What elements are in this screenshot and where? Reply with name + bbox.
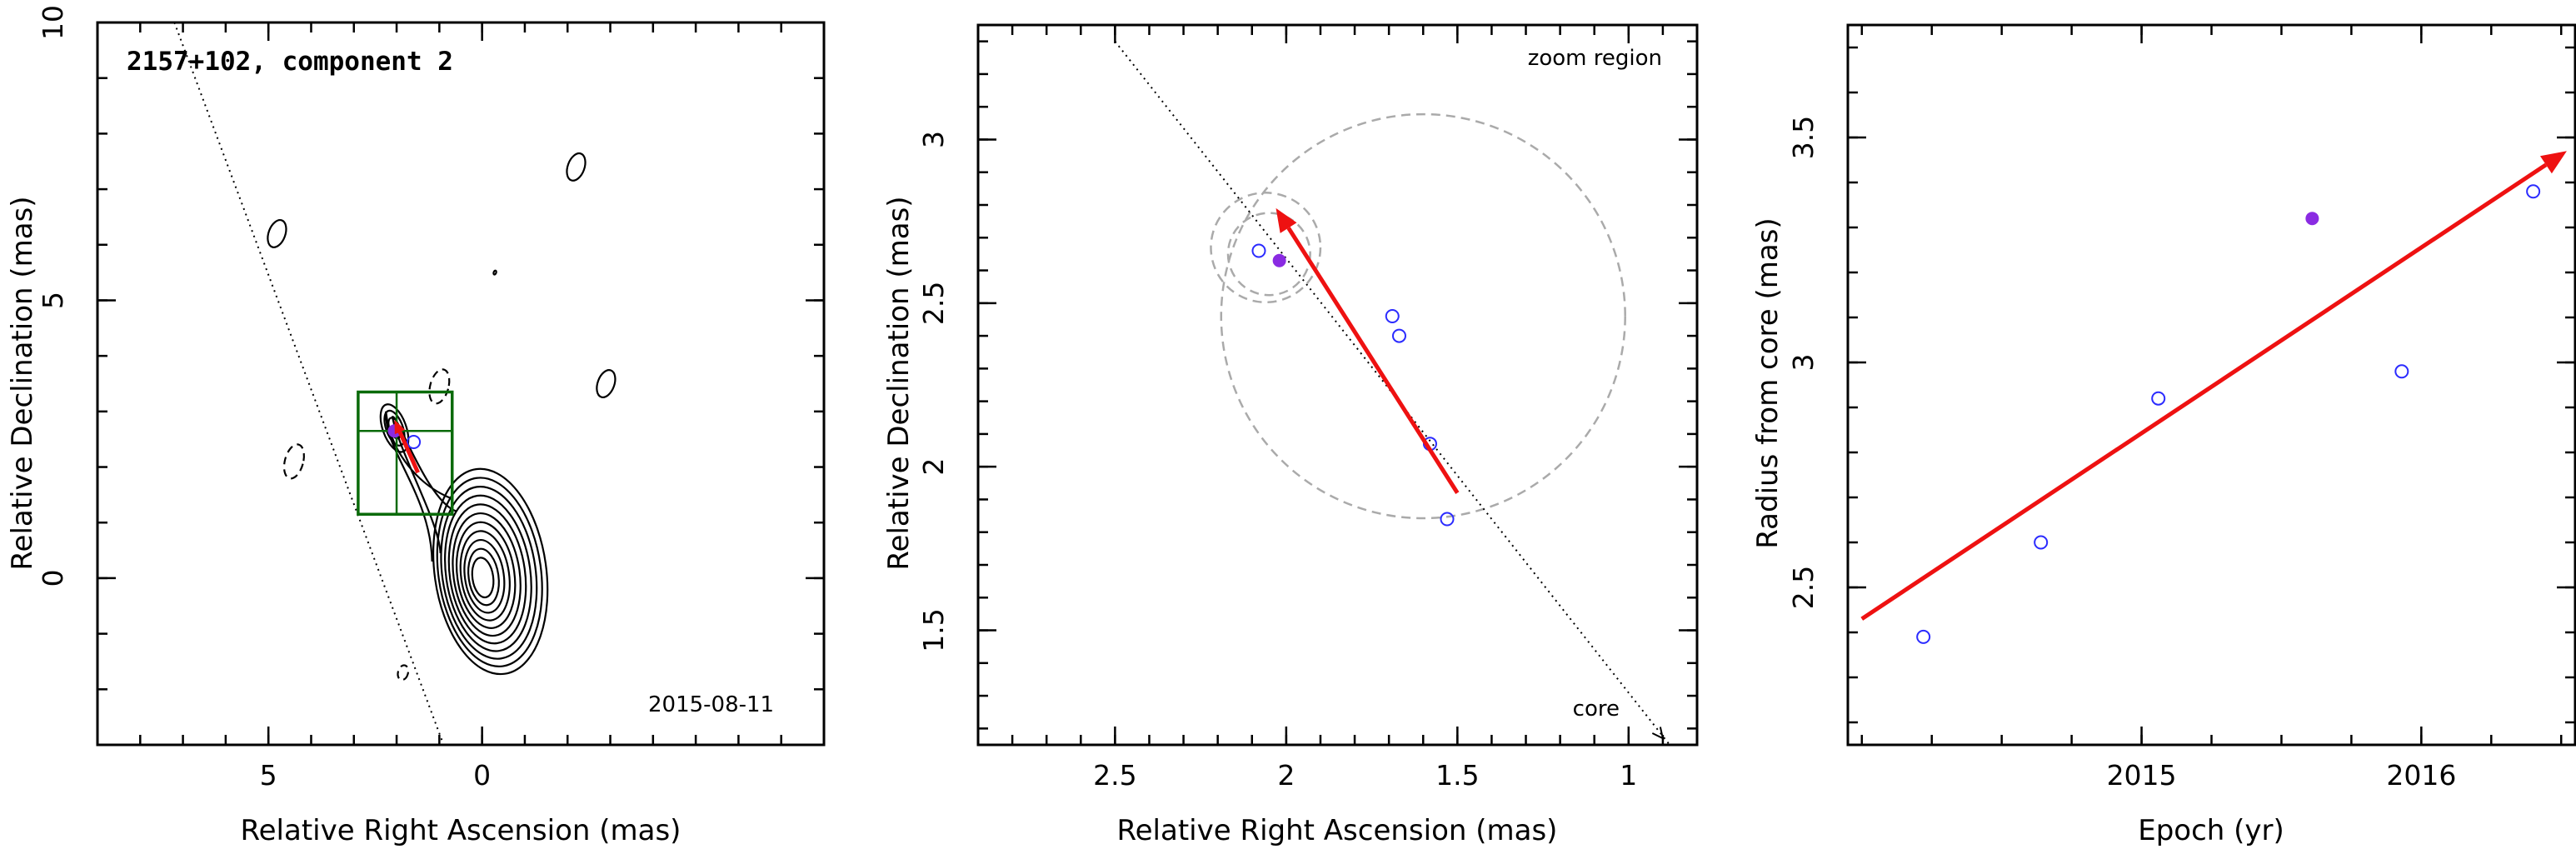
fit-arrow-shaft — [1860, 162, 2548, 621]
jet-direction-line — [173, 22, 445, 745]
core-label: core — [1573, 697, 1620, 722]
negative-contour — [428, 368, 451, 405]
ticks-2: 2.5 2 1.5 1 1.5 2 2.5 3 — [917, 25, 1699, 792]
contour-level-7 — [456, 521, 517, 629]
zoom-region-label: zoom region — [1528, 46, 1662, 71]
epoch-point — [2394, 364, 2409, 379]
y-tick-label: 5 — [37, 292, 69, 309]
component-contour-1 — [379, 403, 410, 453]
component-point — [407, 435, 422, 450]
radius-points — [1916, 184, 2541, 644]
epoch-point — [2151, 391, 2166, 406]
epoch-point — [2526, 184, 2541, 199]
component-point — [1251, 243, 1266, 258]
contour-level-6 — [452, 512, 522, 637]
fit-arrow-head — [2539, 151, 2567, 174]
contour-level-2 — [436, 477, 543, 667]
x-tick-label: 2.5 — [1093, 759, 1136, 792]
contour-level-3 — [440, 485, 538, 660]
contour-level-11 — [471, 557, 495, 599]
panel-radius-vs-epoch: 2015 2016 2.5 3 3.5 Epoch (yr) Radius from c… — [1751, 23, 2576, 847]
plot-area-3 — [1860, 151, 2567, 644]
contour-level-9 — [463, 538, 506, 614]
contour-level-1 — [432, 467, 549, 676]
component-point — [1440, 512, 1455, 527]
motion-arrow — [394, 419, 420, 474]
component-box — [357, 390, 454, 516]
ticks-3: 2015 2016 2.5 3 3.5 — [1787, 25, 2575, 792]
negative-contour — [397, 664, 410, 682]
y-tick-label: 10 — [37, 5, 69, 40]
weak-contour — [566, 152, 587, 182]
weak-contour — [492, 269, 497, 276]
component-point — [1272, 253, 1286, 267]
epoch-point — [1916, 629, 1931, 644]
fit-arrow — [1860, 151, 2567, 621]
epoch-point — [2305, 212, 2319, 226]
x-tick-label: 5 — [260, 759, 277, 792]
error-circle — [1210, 192, 1322, 304]
error-circle — [1226, 212, 1311, 297]
motion-arrow-shaft — [1286, 227, 1460, 494]
contour-level-8 — [459, 530, 511, 622]
panel-1-y-axis-label: Relative Declination (mas) — [6, 196, 39, 570]
panel-1-x-axis-label: Relative Right Ascension (mas) — [241, 814, 681, 847]
contour-map — [267, 152, 617, 682]
motion-arrow — [1276, 207, 1460, 494]
component-point — [1385, 309, 1400, 324]
frame-2 — [976, 23, 1699, 747]
component-point — [1391, 328, 1406, 343]
panel-zoom-region: 2.5 2 1.5 1 1.5 2 2.5 3 zoom region core Relati… — [882, 23, 1699, 847]
contour-level-4 — [443, 494, 532, 652]
jet-line — [173, 22, 445, 745]
weak-contour — [267, 218, 287, 248]
panel-1-title: 2157+102, component 2 — [127, 47, 453, 77]
y-tick-label: 2.5 — [1787, 566, 1820, 609]
y-tick-label: 0 — [37, 569, 69, 587]
motion-arrow-head — [1276, 207, 1297, 233]
y-tick-label: 3 — [917, 131, 950, 148]
x-tick-label: 2 — [1277, 759, 1295, 792]
x-tick-label: 1 — [1620, 759, 1637, 792]
ticks-1: 5 0 0 5 10 — [37, 5, 826, 792]
panel-2-x-axis-label: Relative Right Ascension (mas) — [1117, 814, 1558, 847]
motion-arrow-head — [394, 419, 406, 435]
motion-arrow-shaft — [397, 431, 420, 474]
y-tick-label: 2.5 — [917, 282, 950, 325]
component-points — [1251, 243, 1455, 527]
y-tick-label: 3 — [1787, 354, 1820, 372]
x-tick-label: 1.5 — [1435, 759, 1479, 792]
panel-1-date: 2015-08-11 — [648, 692, 774, 717]
error-circle — [1220, 112, 1626, 520]
plot-area-2 — [1114, 41, 1670, 745]
jet-line — [1114, 41, 1670, 745]
x-tick-label: 2015 — [2107, 759, 2177, 792]
panel-3-y-axis-label: Radius from core (mas) — [1751, 217, 1785, 548]
frame-1 — [96, 21, 826, 747]
panel-3-x-axis-label: Epoch (yr) — [2138, 814, 2284, 847]
weak-contour — [596, 369, 617, 398]
plot-area-1 — [173, 22, 617, 745]
contour-level-10 — [467, 547, 500, 607]
zoom-box — [357, 390, 454, 516]
y-tick-label: 1.5 — [917, 608, 950, 652]
contour-level-5 — [447, 503, 527, 645]
panel-2-y-axis-label: Relative Declination (mas) — [882, 196, 916, 570]
error-circles — [1210, 112, 1626, 520]
negative-contour — [282, 443, 305, 480]
x-tick-label: 2016 — [2386, 759, 2456, 792]
x-tick-label: 0 — [473, 759, 491, 792]
y-tick-label: 3.5 — [1787, 116, 1820, 159]
y-tick-label: 2 — [917, 458, 950, 476]
epoch-point — [2034, 535, 2049, 550]
